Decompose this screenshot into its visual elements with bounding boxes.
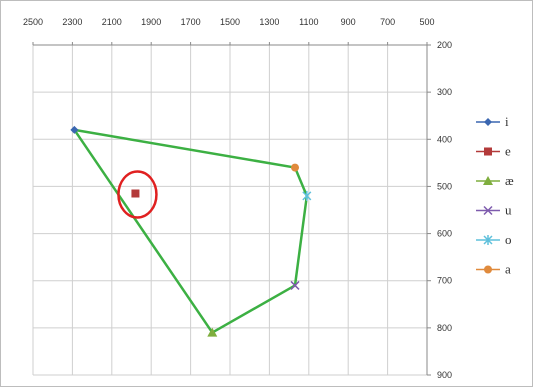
x-tick-label: 1700 <box>181 17 201 27</box>
legend-label: e <box>505 144 511 159</box>
legend-marker-star <box>483 235 493 245</box>
x-tick-label: 1300 <box>259 17 279 27</box>
x-tick-label: 700 <box>380 17 395 27</box>
legend-marker-x <box>483 205 493 216</box>
data-points <box>70 125 312 337</box>
x-tick-label: 1900 <box>141 17 161 27</box>
legend-marker-triangle <box>483 176 493 185</box>
legend-marker-square <box>484 147 492 156</box>
data-point-diamond <box>70 125 79 134</box>
vowel-polygon-line <box>73 128 309 334</box>
x-tick-label: 900 <box>341 17 356 27</box>
y-tick-label: 700 <box>437 276 452 286</box>
y-tick-label: 200 <box>437 40 452 50</box>
data-point-triangle <box>207 327 218 337</box>
x-tick-label: 1100 <box>299 17 318 27</box>
legend-label: i <box>505 114 509 129</box>
data-point-circle <box>291 163 300 172</box>
x-tick-label: 2300 <box>62 17 82 27</box>
highlight-circle <box>117 170 158 219</box>
y-tick-label: 800 <box>437 323 452 333</box>
x-tick-label: 500 <box>419 17 434 27</box>
x-tick-label: 2100 <box>102 17 122 27</box>
y-tick-labels: 200 300 400 500 600 700 800 900 <box>437 40 452 380</box>
x-tick-label: 2500 <box>23 17 43 27</box>
data-point-square <box>131 189 140 198</box>
y-tick-label: 500 <box>437 181 452 191</box>
y-tick-label: 400 <box>437 134 452 144</box>
legend-marker-diamond <box>484 118 492 126</box>
x-tick-label: 1500 <box>220 17 240 27</box>
legend-label: o <box>505 232 512 247</box>
data-point-x <box>290 280 300 290</box>
highlight-annotation <box>117 170 158 219</box>
grid <box>32 42 431 376</box>
y-tick-label: 600 <box>437 229 452 239</box>
legend-label: a <box>505 262 511 277</box>
legend-marker-circle <box>484 265 492 274</box>
vowel-polygon <box>73 128 309 334</box>
y-tick-label: 900 <box>437 370 452 380</box>
legend-label: æ <box>505 173 514 188</box>
x-tick-labels: 2500 2300 2100 1900 1700 1500 1300 1100 900 700 50… <box>23 17 435 27</box>
legend-label: u <box>505 203 512 218</box>
y-tick-label: 300 <box>437 87 452 97</box>
data-point-star <box>302 190 312 201</box>
